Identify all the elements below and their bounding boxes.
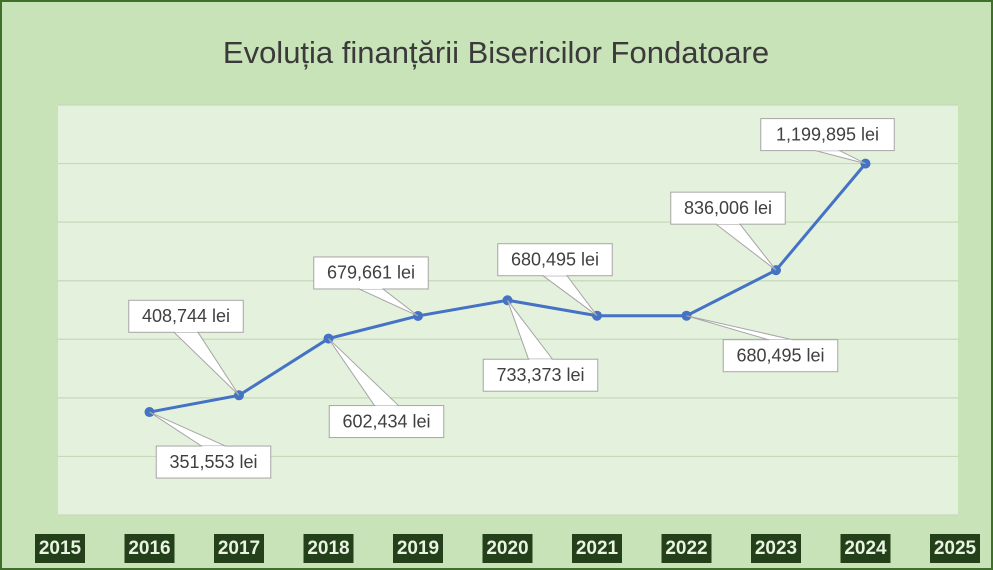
callout-cover — [529, 359, 552, 362]
x-tick-box — [572, 534, 622, 563]
x-tick-label: 2022 — [665, 538, 707, 559]
callout-box — [155, 445, 272, 479]
callout-cover — [717, 222, 739, 225]
x-tick-label: 2023 — [755, 538, 797, 559]
x-tick-label: 2021 — [576, 538, 619, 559]
x-tick-label: 2017 — [218, 538, 260, 559]
x-tick-box — [35, 534, 85, 563]
x-tick-box — [751, 534, 801, 563]
x-tick-label: 2020 — [486, 538, 528, 559]
x-tick-label: 2015 — [39, 538, 82, 559]
x-tick-box — [482, 534, 533, 563]
x-tick-label: 2025 — [934, 538, 977, 559]
callout-box — [670, 191, 786, 225]
data-label: 602,434 lei — [342, 411, 430, 431]
chart-title: Evoluția finanțării Bisericilor Fondatoa… — [223, 35, 769, 70]
callout-box — [328, 405, 445, 439]
callout-cover — [769, 339, 792, 342]
callout-box — [128, 299, 244, 333]
x-tick-box — [930, 534, 980, 563]
callout-cover — [816, 148, 839, 151]
callout-cover — [375, 405, 398, 408]
x-tick-box — [303, 534, 354, 563]
data-label: 836,006 lei — [684, 198, 772, 218]
data-label: 680,495 lei — [511, 249, 599, 269]
callout-cover — [175, 330, 197, 333]
x-tick-box — [661, 534, 712, 563]
x-tick-box — [393, 534, 443, 563]
x-tick-box — [840, 534, 891, 563]
x-tick-label: 2018 — [307, 538, 349, 559]
data-label: 679,661 lei — [327, 263, 415, 283]
x-tick-box — [124, 534, 175, 563]
callout-cover — [202, 446, 225, 449]
data-label: 408,744 lei — [142, 306, 230, 326]
callout-box — [722, 339, 839, 373]
x-tick-label: 2019 — [397, 538, 439, 559]
callout-box — [497, 243, 613, 277]
data-label: 351,553 lei — [169, 452, 257, 472]
data-label: 680,495 lei — [736, 345, 824, 365]
x-tick-box — [214, 534, 264, 563]
x-tick-label: 2016 — [128, 538, 170, 559]
callout-cover — [544, 273, 566, 276]
x-tick-label: 2024 — [844, 538, 887, 559]
data-label: 1,199,895 lei — [776, 124, 879, 144]
callout-box — [760, 118, 895, 152]
data-label: 733,373 lei — [496, 365, 584, 385]
callout-cover — [360, 286, 382, 289]
callout-box — [313, 256, 429, 290]
